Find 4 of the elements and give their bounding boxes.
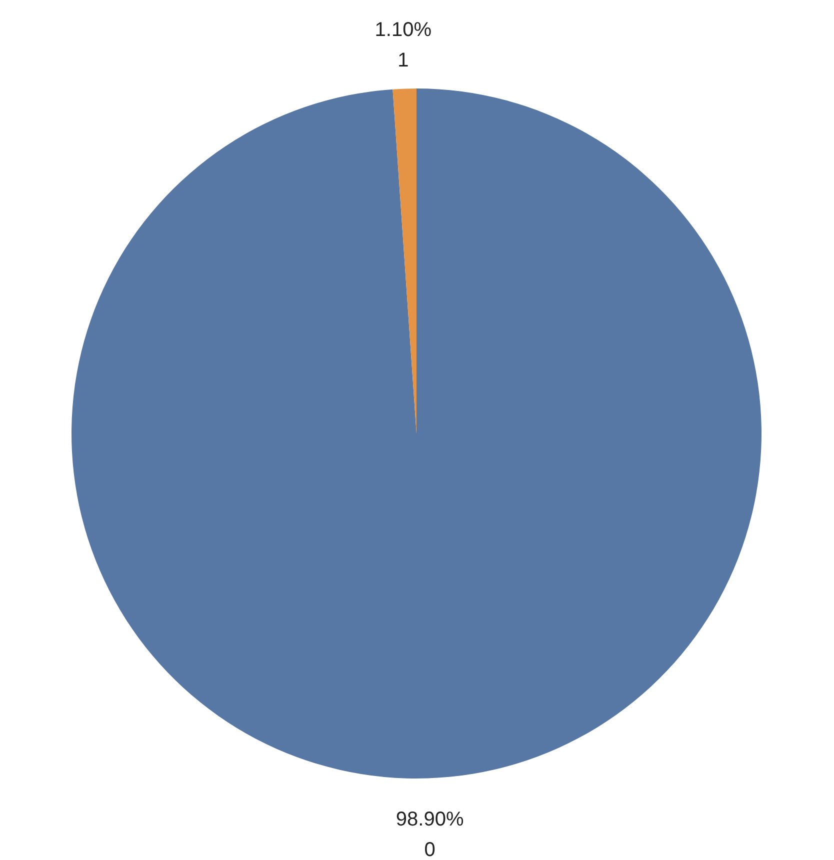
data-label: 1.10%	[374, 19, 432, 42]
slice-label: 1	[398, 49, 409, 72]
slice-label: 0	[424, 838, 436, 860]
data-label: 98.90%	[396, 808, 464, 831]
